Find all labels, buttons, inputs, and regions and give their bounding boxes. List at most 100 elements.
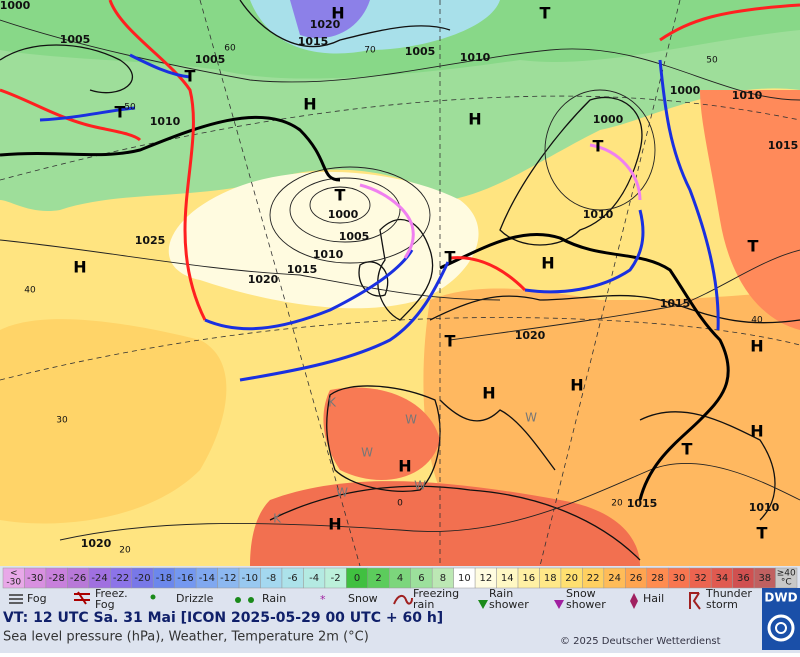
pressure-center: T [185,67,196,86]
pressure-center: H [328,515,341,534]
scale-label: 26 [630,573,643,584]
isobar [309,186,371,224]
rain-icon [235,597,241,603]
graticule-line [0,317,800,381]
weather-label: Freez. [95,587,128,600]
field-east-warm [700,90,800,330]
field-iberia [323,387,440,480]
cold-front [524,209,645,294]
pressure-center: H [331,4,344,23]
pressure-center: H [73,258,86,277]
air-mass-label: W [361,446,373,460]
scale-label: -14 [199,573,215,584]
scale-label: 4 [397,573,403,584]
isobar [269,166,431,264]
scale-label: 36 [737,573,750,584]
snow-shower-icon [554,600,564,609]
air-mass-label: W [405,413,417,427]
pressure-label: 1000 [0,0,31,12]
air-mass-label: K [273,512,282,526]
scale-label: 18 [544,573,557,584]
scale-label: -22 [113,573,129,584]
pressure-label: 1015 [627,497,658,510]
pressure-label: 1000 [670,84,701,97]
fronts [0,0,800,501]
graticule-line [199,0,361,567]
isobars [0,19,800,541]
pressure-center: T [540,4,551,23]
pressure-center: H [468,110,481,129]
logo-text: DWD [764,591,797,605]
weather-label: Thunder [705,587,752,600]
coast [0,44,134,94]
scale-label: 8 [440,573,446,584]
weather-label: storm [706,598,738,611]
isobar [0,19,800,101]
coast [639,411,776,521]
cold-front [658,59,720,331]
scale-label: -24 [91,573,107,584]
scale-label: -6 [288,573,298,584]
graticule [0,0,800,567]
pressure-label: 1005 [60,33,91,46]
scale-label: 6 [418,573,424,584]
graticule-line [539,0,681,567]
freezing-rain-icon [393,594,413,605]
field-atlantic [0,319,227,524]
scale-label: -4 [309,573,319,584]
pressure-center: T [335,186,346,205]
scale-label: -2 [331,573,341,584]
cold-front [39,53,191,122]
isobar [0,239,501,301]
thunderstorm-icon [689,592,701,610]
occlusion [359,143,642,259]
pressure-label: 1010 [460,51,491,64]
air-mass-label: W [525,411,537,425]
scale-label: 2 [375,573,381,584]
scale-label: -26 [70,573,86,584]
weather-label: rain [413,598,434,611]
weather-label: Snow [566,587,596,600]
snow-icon: * [320,593,326,606]
pressure-label: 1015 [287,263,318,276]
rain-shower-icon [478,600,488,609]
weather-label: Fog [27,592,47,605]
cold-front [239,261,450,382]
pressure-center: T [757,524,768,543]
coast [326,385,441,492]
copyright: © 2025 Deutscher Wetterdienst [560,636,721,647]
map-labels: 1000 1020 1005 1015 1005 1005 1010 1000 1010 1010… [0,0,798,556]
weather-label: Hail [643,592,664,605]
hail-icon [630,593,638,609]
weather-label: Drizzle [176,592,214,605]
pressure-label: 1010 [583,208,614,221]
isotherm-label: 20 [119,546,131,556]
scale-label: 10 [458,573,471,584]
scale-label: 12 [479,573,492,584]
scale-label: 14 [501,573,514,584]
scale-label: 24 [608,573,621,584]
scale-label: -8 [266,573,276,584]
cold-front [204,249,414,331]
description: Sea level pressure (hPa), Weather, Tempe… [3,630,369,645]
warm-front [0,88,142,142]
logo-mark [767,614,795,642]
scale-label: 28 [651,573,664,584]
temperature-field [0,0,800,566]
pressure-center: T [682,440,693,459]
pressure-center: H [303,95,316,114]
air-mass-label: K [328,396,337,410]
pressure-center: T [748,237,759,256]
isotherm-label: 0 [397,499,403,509]
pressure-center: H [398,457,411,476]
scale-label: ≥40 [777,569,796,579]
weather-label: shower [566,598,606,611]
trough [439,232,730,501]
weather-label: Rain [489,587,513,600]
isobar [59,462,800,541]
field-africa [250,481,640,566]
pressure-label: 1010 [749,501,780,514]
scale-label: 22 [587,573,600,584]
coast [429,294,800,324]
